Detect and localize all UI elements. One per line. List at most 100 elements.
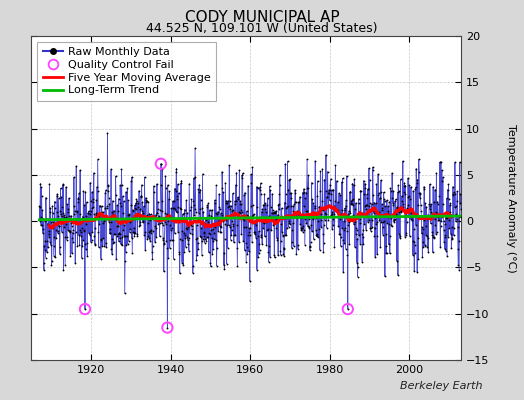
Point <box>242 240 250 247</box>
Point <box>404 175 412 181</box>
Point <box>74 196 82 202</box>
Point <box>335 231 344 238</box>
Point <box>250 229 258 235</box>
Point <box>271 210 279 216</box>
Point <box>69 230 77 236</box>
Point <box>332 208 340 215</box>
Point <box>229 221 237 227</box>
Point <box>408 216 416 223</box>
Point <box>53 191 61 197</box>
Point <box>441 232 450 238</box>
Point <box>415 190 423 196</box>
Point <box>386 232 395 239</box>
Point <box>297 227 305 234</box>
Point <box>433 210 441 217</box>
Point <box>49 218 57 225</box>
Point <box>58 228 66 235</box>
Point <box>129 208 137 214</box>
Point <box>454 246 462 252</box>
Point <box>93 156 102 162</box>
Point <box>160 241 168 248</box>
Point <box>388 223 396 230</box>
Point <box>202 222 210 228</box>
Point <box>414 156 423 163</box>
Point <box>420 241 429 248</box>
Point <box>159 236 167 243</box>
Point <box>385 241 393 248</box>
Point <box>269 222 277 228</box>
Point <box>422 232 431 239</box>
Point <box>439 212 447 218</box>
Point <box>288 239 296 245</box>
Point <box>41 218 49 224</box>
Point <box>362 202 370 208</box>
Point <box>96 203 104 210</box>
Point <box>108 198 117 204</box>
Point <box>356 216 364 222</box>
Point <box>93 184 101 190</box>
Point <box>380 196 388 202</box>
Point <box>218 168 226 175</box>
Point <box>262 242 270 248</box>
Point <box>112 173 120 179</box>
Point <box>219 218 227 224</box>
Point <box>145 210 154 217</box>
Point <box>349 195 357 202</box>
Point <box>213 245 221 252</box>
Point <box>136 206 144 212</box>
Point <box>128 228 137 235</box>
Point <box>236 210 244 216</box>
Point <box>177 206 185 212</box>
Point <box>325 187 333 193</box>
Point <box>53 192 61 199</box>
Point <box>435 193 443 199</box>
Point <box>188 223 196 229</box>
Point <box>317 210 325 217</box>
Point <box>123 185 132 192</box>
Point <box>165 188 173 195</box>
Point <box>396 235 404 241</box>
Point <box>153 181 161 187</box>
Point <box>106 218 115 225</box>
Point <box>135 213 143 220</box>
Point <box>62 184 70 190</box>
Point <box>81 306 89 312</box>
Point <box>444 196 453 202</box>
Point <box>456 191 465 198</box>
Point <box>377 206 386 213</box>
Point <box>430 199 439 205</box>
Point <box>246 225 255 231</box>
Point <box>394 182 402 188</box>
Point <box>241 212 249 219</box>
Point <box>394 189 402 196</box>
Point <box>119 198 128 204</box>
Point <box>297 225 305 232</box>
Point <box>453 224 462 231</box>
Point <box>449 191 457 198</box>
Point <box>424 212 433 219</box>
Point <box>378 205 387 211</box>
Point <box>354 196 363 202</box>
Point <box>308 228 316 234</box>
Point <box>381 203 389 210</box>
Point <box>246 278 254 284</box>
Point <box>143 236 151 242</box>
Point <box>74 194 83 201</box>
Point <box>374 171 383 178</box>
Point <box>431 186 439 193</box>
Point <box>293 242 302 248</box>
Point <box>38 207 47 213</box>
Point <box>263 216 271 222</box>
Point <box>305 224 313 231</box>
Point <box>120 233 128 239</box>
Point <box>234 196 242 202</box>
Point <box>318 206 326 213</box>
Point <box>372 215 380 222</box>
Point <box>199 236 207 242</box>
Point <box>156 220 164 226</box>
Point <box>204 249 213 256</box>
Point <box>274 252 282 258</box>
Point <box>100 242 108 249</box>
Point <box>134 204 142 210</box>
Point <box>128 174 136 180</box>
